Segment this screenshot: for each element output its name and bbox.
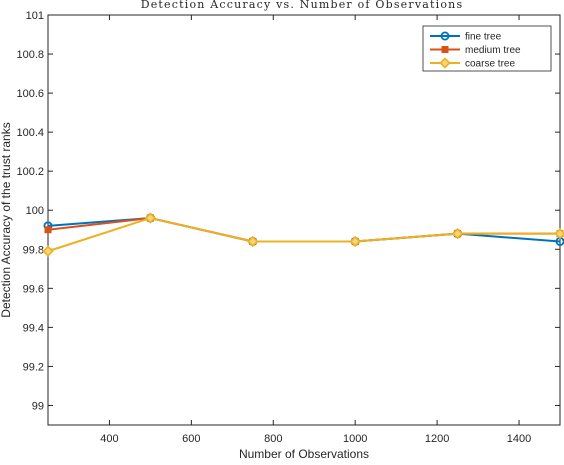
y-tick-label: 99.4 xyxy=(23,322,44,334)
x-tick-label: 400 xyxy=(100,433,118,445)
legend-label: medium tree xyxy=(465,45,521,56)
data-point xyxy=(45,227,51,233)
x-tick-label: 800 xyxy=(264,433,282,445)
legend-label: fine tree xyxy=(465,32,502,43)
y-tick-label: 99.6 xyxy=(23,283,44,295)
legend: fine tree medium tree coarse tree xyxy=(423,26,551,71)
legend-label: coarse tree xyxy=(465,59,515,70)
y-tick-label: 100.2 xyxy=(16,166,44,178)
y-tick-label: 99.2 xyxy=(23,361,44,373)
x-tick-label: 600 xyxy=(182,433,200,445)
y-tick-label: 100 xyxy=(26,205,44,217)
y-tick-label: 99.8 xyxy=(23,244,44,256)
chart-title: Detection Accuracy vs. Number of Observa… xyxy=(141,0,464,11)
x-tick-label: 1200 xyxy=(425,433,449,445)
y-tick-label: 101 xyxy=(26,10,44,22)
y-axis-label: Detection Accuracy of the trust ranks xyxy=(0,122,13,317)
y-tick-label: 100.6 xyxy=(16,88,44,100)
y-tick-label: 100.8 xyxy=(16,49,44,61)
x-axis-label: Number of Observations xyxy=(239,447,369,460)
legend-marker xyxy=(442,47,448,53)
x-tick-label: 1400 xyxy=(507,433,531,445)
y-tick-label: 100.4 xyxy=(16,127,44,139)
x-tick-label: 1000 xyxy=(343,433,367,445)
y-tick-label: 99 xyxy=(32,400,44,412)
